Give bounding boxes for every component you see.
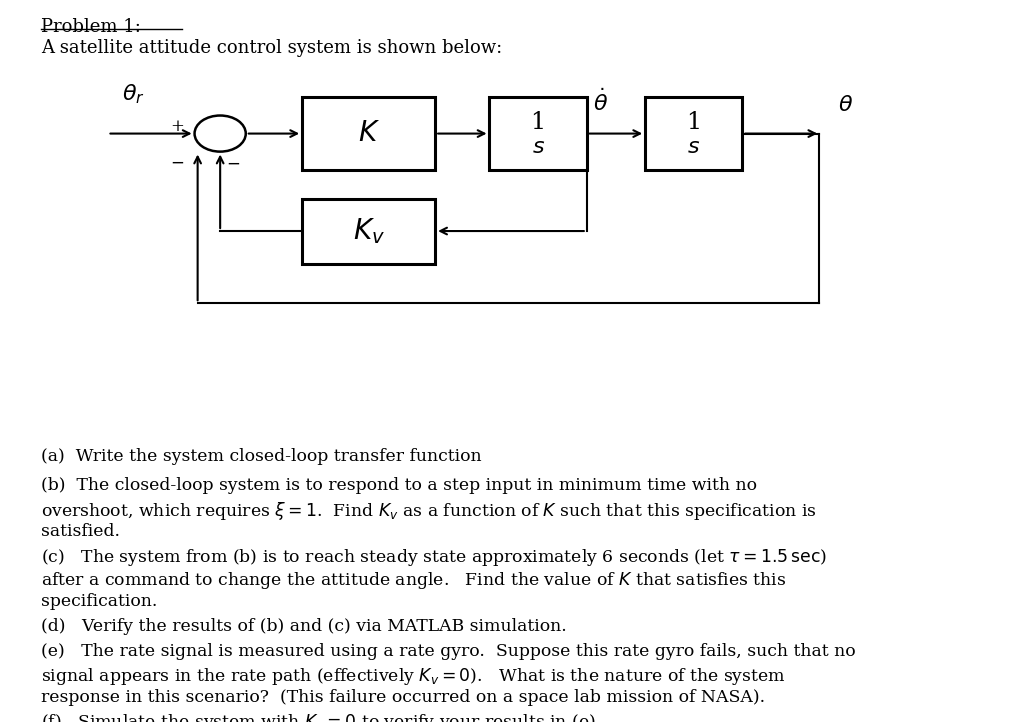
Text: 1: 1	[686, 111, 701, 134]
Text: +: +	[170, 118, 184, 135]
Text: (c)   The system from (b) is to reach steady state approximately 6 seconds (let : (c) The system from (b) is to reach stea…	[41, 547, 827, 568]
Text: $\theta$: $\theta$	[838, 94, 853, 116]
Bar	[302, 97, 435, 170]
Circle shape	[195, 116, 246, 152]
Text: $\theta_r$: $\theta_r$	[122, 82, 144, 106]
Text: response in this scenario?  (This failure occurred on a space lab mission of NAS: response in this scenario? (This failure…	[41, 689, 765, 706]
Bar	[489, 97, 587, 170]
Text: $s$: $s$	[531, 136, 545, 157]
Text: satisfied.: satisfied.	[41, 523, 120, 540]
Text: after a command to change the attitude angle.   Find the value of $K$ that satis: after a command to change the attitude a…	[41, 570, 786, 591]
Text: (e)   The rate signal is measured using a rate gyro.  Suppose this rate gyro fai: (e) The rate signal is measured using a …	[41, 643, 856, 660]
Text: (f)   Simulate the system with $K_v = 0$ to verify your results in (e).: (f) Simulate the system with $K_v = 0$ t…	[41, 712, 601, 722]
Text: $\dot{\theta}$: $\dot{\theta}$	[593, 89, 608, 116]
Text: overshoot, which requires $\xi =1$.  Find $K_v$ as a function of $K$ such that t: overshoot, which requires $\xi =1$. Find…	[41, 500, 816, 521]
Bar	[302, 199, 435, 264]
Text: 1: 1	[530, 111, 546, 134]
Text: $-$: $-$	[226, 155, 241, 172]
Text: $K_v$: $K_v$	[352, 216, 385, 246]
Text: (d)   Verify the results of (b) and (c) via MATLAB simulation.: (d) Verify the results of (b) and (c) vi…	[41, 618, 566, 635]
Text: A satellite attitude control system is shown below:: A satellite attitude control system is s…	[41, 39, 502, 57]
Text: signal appears in the rate path (effectively $K_v = 0$).   What is the nature of: signal appears in the rate path (effecti…	[41, 666, 785, 687]
Text: (b)  The closed-loop system is to respond to a step input in minimum time with n: (b) The closed-loop system is to respond…	[41, 477, 757, 494]
Text: specification.: specification.	[41, 593, 158, 611]
Text: (a)  Write the system closed-loop transfer function: (a) Write the system closed-loop transfe…	[41, 448, 481, 465]
Bar	[645, 97, 742, 170]
Text: $s$: $s$	[687, 136, 700, 157]
Text: $-$: $-$	[170, 154, 184, 171]
Text: Problem 1:: Problem 1:	[41, 18, 141, 36]
Text: $K$: $K$	[357, 120, 380, 147]
